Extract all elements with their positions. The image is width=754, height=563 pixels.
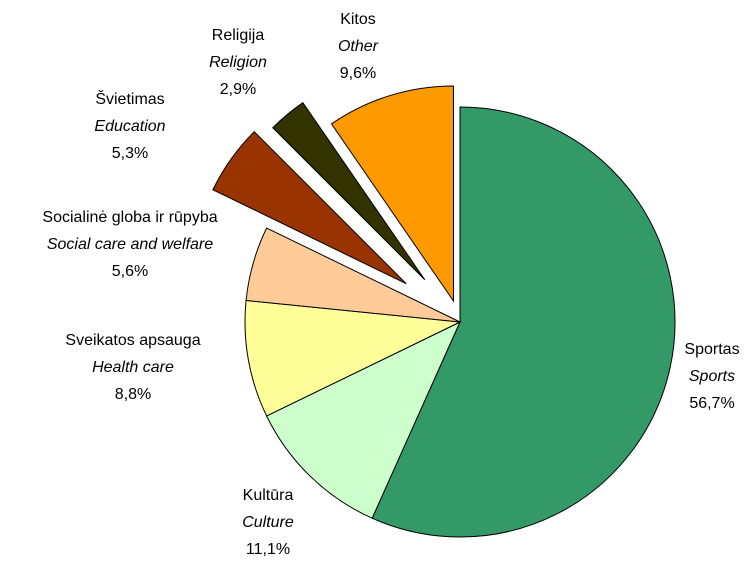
slice-label: Kitos bbox=[340, 11, 376, 28]
pie-slice bbox=[272, 101, 426, 281]
pie-slice bbox=[265, 320, 462, 519]
slice-label-en: Sports bbox=[689, 368, 735, 385]
slice-value-label: 5,6% bbox=[112, 263, 148, 280]
slice-label-en: Culture bbox=[242, 514, 294, 531]
slice-label-en: Social care and welfare bbox=[47, 236, 213, 253]
slice-label-en: Health care bbox=[92, 359, 174, 376]
slice-label: Sveikatos apsauga bbox=[65, 332, 200, 349]
slice-value-label: 56,7% bbox=[689, 395, 734, 412]
slice-label: Socialinė globa ir rūpyba bbox=[42, 209, 217, 226]
slice-label-en: Education bbox=[94, 118, 165, 135]
slice-label-en: Religion bbox=[209, 54, 267, 71]
pie-slice bbox=[244, 299, 462, 417]
slice-label: Sportas bbox=[684, 341, 739, 358]
slice-value-label: 11,1% bbox=[246, 541, 290, 558]
pie-slice bbox=[371, 106, 676, 538]
pie-slice bbox=[330, 85, 454, 303]
slice-value-label: 5,3% bbox=[112, 145, 148, 162]
slice-label: Religija bbox=[212, 27, 265, 44]
slice-value-label: 2,9% bbox=[220, 81, 256, 98]
pie-slice bbox=[212, 130, 407, 285]
slice-label: Švietimas bbox=[95, 89, 164, 108]
slice-value-label: 8,8% bbox=[115, 386, 151, 403]
pie-slice bbox=[245, 227, 461, 323]
slice-label: Kultūra bbox=[243, 487, 294, 504]
slice-label-en: Other bbox=[338, 38, 379, 55]
slice-value-label: 9,6% bbox=[340, 65, 376, 82]
